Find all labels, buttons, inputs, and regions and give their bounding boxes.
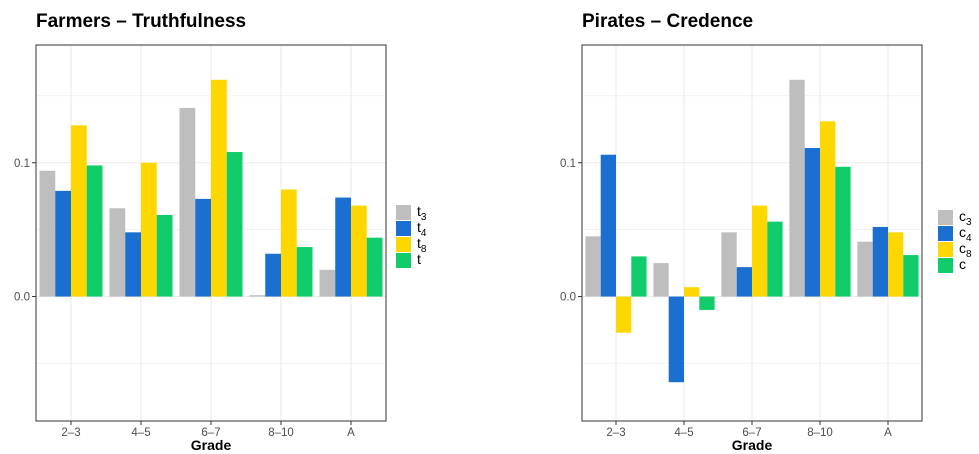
bar bbox=[653, 263, 669, 297]
bar bbox=[668, 296, 684, 383]
bar bbox=[767, 221, 783, 297]
bar bbox=[86, 165, 103, 297]
legend-key bbox=[396, 237, 411, 252]
x-tick-label: 2–3 bbox=[61, 427, 80, 439]
chart-title: Pirates – Credence bbox=[582, 11, 753, 32]
bar bbox=[179, 107, 196, 297]
chart-farmers-truthfulness: Farmers – Truthfulness 0.0 0.1 2–3 4–5 6–7 8–1… bbox=[14, 11, 427, 453]
chart-pirates-credence: Pirates – Credence 0.0 0.1 2–3 4–5 6–7 8–10 A Gr… bbox=[560, 11, 972, 453]
legend-label: c3 bbox=[959, 208, 972, 228]
bar bbox=[820, 121, 836, 297]
bar bbox=[71, 125, 87, 297]
legend-key bbox=[938, 258, 953, 273]
bar bbox=[319, 269, 336, 297]
bar bbox=[684, 287, 700, 297]
bar bbox=[721, 232, 737, 297]
y-tick-label: 0.1 bbox=[560, 158, 576, 170]
x-tick-label: A bbox=[884, 427, 892, 439]
bar bbox=[631, 256, 647, 297]
y-tick-label: 0.0 bbox=[14, 292, 30, 304]
bar bbox=[125, 232, 141, 297]
bar bbox=[888, 232, 904, 297]
y-tick-label: 0.1 bbox=[14, 158, 30, 170]
legend-label: c8 bbox=[959, 240, 972, 260]
x-tick-label: 6–7 bbox=[742, 427, 761, 439]
x-tick-label: 4–5 bbox=[674, 427, 693, 439]
bar bbox=[616, 296, 632, 333]
bar bbox=[804, 148, 820, 297]
y-tick-label: 0.0 bbox=[560, 292, 576, 304]
legend-key bbox=[396, 205, 411, 220]
legend-key bbox=[938, 226, 953, 241]
bar bbox=[903, 255, 919, 297]
bar bbox=[789, 79, 805, 297]
legend-label: c bbox=[959, 256, 966, 272]
bar bbox=[736, 267, 752, 297]
legend-key bbox=[938, 242, 953, 257]
bar bbox=[281, 189, 297, 297]
x-tick-label: 8–10 bbox=[807, 427, 833, 439]
bar bbox=[265, 253, 281, 297]
bar bbox=[752, 205, 768, 297]
legend-label: t4 bbox=[417, 219, 427, 239]
x-tick-label: 4–5 bbox=[131, 427, 150, 439]
bar bbox=[835, 166, 851, 297]
bar bbox=[156, 214, 173, 297]
bar bbox=[55, 190, 71, 297]
legend-key bbox=[938, 210, 953, 225]
bar bbox=[109, 208, 126, 297]
bar bbox=[296, 247, 313, 297]
bar bbox=[39, 170, 56, 297]
bar bbox=[195, 198, 211, 297]
legend-label: t8 bbox=[417, 235, 427, 255]
bar bbox=[249, 295, 266, 297]
bar bbox=[351, 205, 367, 297]
legend-label: c4 bbox=[959, 224, 972, 244]
bar bbox=[600, 154, 616, 297]
bar bbox=[366, 237, 383, 297]
legend-label: t bbox=[417, 251, 421, 267]
bar bbox=[872, 226, 888, 297]
bar bbox=[857, 241, 873, 297]
bar bbox=[141, 162, 157, 297]
chart-title: Farmers – Truthfulness bbox=[36, 11, 246, 32]
legend-key bbox=[396, 221, 411, 236]
bar bbox=[585, 236, 601, 297]
x-axis-title: Grade bbox=[191, 437, 232, 453]
bar bbox=[699, 296, 715, 310]
bar bbox=[335, 197, 351, 297]
x-axis-title: Grade bbox=[732, 437, 773, 453]
x-tick-label: 2–3 bbox=[606, 427, 625, 439]
x-tick-label: 8–10 bbox=[268, 427, 294, 439]
legend-key bbox=[396, 253, 411, 268]
x-tick-label: 6–7 bbox=[201, 427, 220, 439]
bar bbox=[226, 152, 243, 297]
x-tick-label: A bbox=[347, 427, 355, 439]
legend-label: t3 bbox=[417, 203, 427, 223]
bar bbox=[211, 79, 227, 297]
